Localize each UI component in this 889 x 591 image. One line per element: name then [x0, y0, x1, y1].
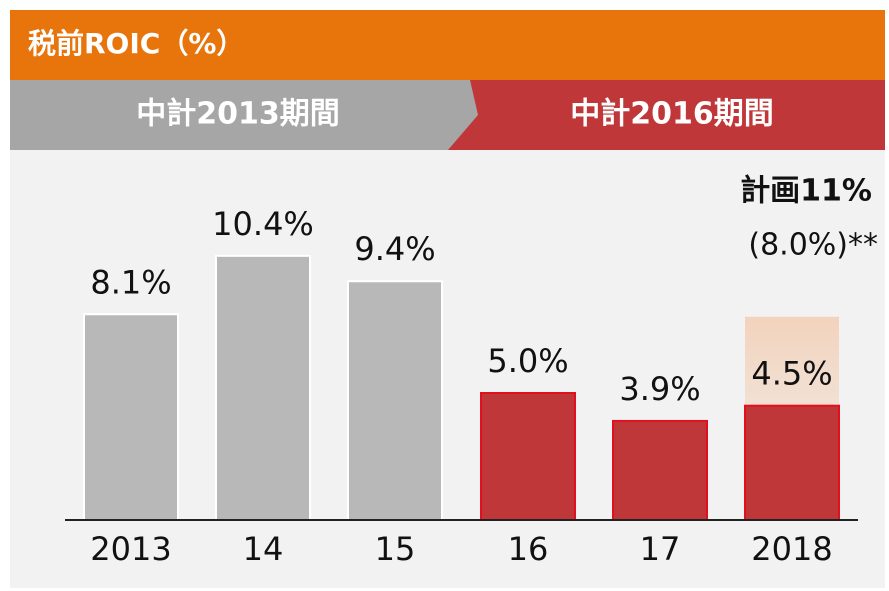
bar: [612, 419, 708, 521]
value-label: 9.4%: [354, 230, 435, 268]
x-tick-label: 2013: [90, 530, 171, 568]
bar: [83, 313, 179, 522]
plan-label: (8.0%)**: [748, 228, 878, 263]
value-label: 8.1%: [90, 263, 171, 301]
bar: [480, 392, 576, 521]
x-tick-label: 2018: [751, 530, 832, 568]
chart-title: 税前ROIC（%）: [28, 27, 244, 60]
bar: [347, 280, 443, 521]
plan-annotation: 計画11%: [740, 174, 872, 209]
value-label: 10.4%: [212, 205, 314, 243]
value-label: 4.5%: [751, 355, 832, 393]
bar: [744, 404, 840, 522]
title-banner: [10, 10, 885, 80]
bar: [215, 254, 311, 521]
x-tick-label: 14: [243, 530, 284, 568]
period-label: 中計2016期間: [570, 97, 774, 132]
value-label: 3.9%: [619, 370, 700, 408]
x-tick-label: 17: [640, 530, 681, 568]
x-tick-label: 16: [508, 530, 549, 568]
period-banner: [10, 80, 500, 150]
value-label: 5.0%: [487, 342, 568, 380]
x-tick-label: 15: [375, 530, 416, 568]
period-label: 中計2013期間: [136, 97, 340, 132]
period-banner: [448, 80, 885, 150]
